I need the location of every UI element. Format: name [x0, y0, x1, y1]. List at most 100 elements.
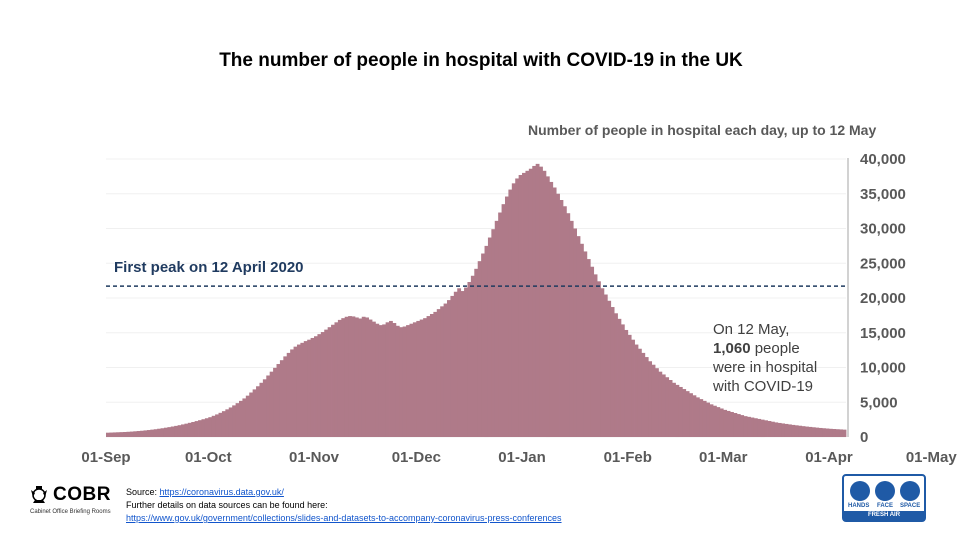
chart-subtitle: Number of people in hospital each day, u… — [528, 122, 877, 138]
data-bar — [569, 220, 574, 437]
data-bar — [198, 420, 202, 437]
data-bar — [423, 318, 427, 437]
data-bar — [453, 291, 458, 437]
data-bar — [365, 317, 369, 437]
data-bar — [201, 419, 206, 437]
data-bar — [146, 430, 151, 437]
data-bar — [818, 427, 823, 437]
data-bar — [136, 431, 141, 437]
data-bar — [798, 425, 803, 437]
data-bar — [307, 339, 312, 437]
data-bar — [641, 352, 646, 437]
data-bar — [334, 322, 339, 437]
data-bar — [559, 200, 564, 437]
data-bar — [743, 416, 748, 437]
data-bar — [484, 245, 489, 438]
data-bar — [801, 426, 806, 437]
data-bar — [692, 395, 697, 437]
data-bar — [770, 421, 775, 437]
source-link[interactable]: https://coronavirus.data.gov.uk/ — [159, 487, 284, 497]
chart-title: The number of people in hospital with CO… — [219, 50, 743, 71]
data-bar — [341, 318, 346, 437]
y-tick-label: 30,000 — [860, 221, 906, 238]
data-bar — [126, 431, 131, 437]
data-bar — [276, 364, 281, 437]
data-bar — [494, 220, 499, 437]
further-details-link[interactable]: https://www.gov.uk/government/collection… — [126, 513, 562, 523]
data-bar — [685, 391, 690, 437]
annotation-value: 1,060 — [713, 340, 751, 357]
data-bar — [249, 392, 254, 437]
data-bar — [777, 422, 782, 437]
data-bar — [290, 349, 294, 437]
data-bar — [764, 420, 768, 437]
data-bar — [351, 316, 356, 437]
data-bar — [440, 306, 444, 437]
data-bar — [675, 384, 680, 438]
data-bar — [232, 405, 236, 437]
data-bar — [750, 417, 755, 437]
data-bar — [634, 344, 639, 437]
data-bar — [651, 364, 656, 437]
data-bar — [293, 346, 298, 437]
data-bar — [603, 294, 608, 437]
data-bar — [184, 423, 189, 437]
further-details: Further details on data sources can be f… — [126, 500, 328, 510]
data-bar — [487, 237, 492, 437]
data-bar — [835, 429, 840, 437]
data-bar — [331, 324, 335, 437]
data-bar — [794, 425, 799, 437]
x-tick-label: 01-Sep — [81, 449, 130, 466]
data-bar — [518, 174, 523, 438]
data-bar — [443, 303, 448, 437]
y-tick-label: 35,000 — [860, 186, 906, 203]
data-bar — [300, 342, 305, 437]
data-bar — [597, 281, 601, 437]
data-bar — [310, 337, 315, 437]
data-bar — [470, 275, 475, 437]
y-tick-label: 10,000 — [860, 360, 906, 377]
data-bar — [528, 168, 533, 438]
data-bar — [259, 382, 264, 437]
x-tick-label: 01-Dec — [392, 449, 441, 466]
data-bar — [385, 322, 390, 437]
data-bar — [760, 419, 765, 438]
data-bar — [781, 423, 786, 437]
data-bar — [252, 389, 257, 437]
data-bar — [177, 425, 182, 437]
data-bar — [375, 323, 380, 437]
data-bar — [580, 243, 584, 437]
data-bar — [545, 176, 550, 438]
data-bar — [419, 319, 424, 437]
data-bar — [204, 418, 209, 437]
hands-face-space-badge: HANDS FACE SPACE FRESH AIR — [842, 474, 926, 522]
data-bar — [815, 427, 820, 437]
data-bar — [225, 409, 230, 437]
hospital-area-chart: First peak on 12 April 2020 0 5,000 10,000… — [81, 151, 957, 466]
data-bar — [317, 334, 322, 437]
data-bar — [286, 352, 291, 437]
data-bar — [767, 421, 772, 437]
data-bar — [409, 323, 414, 437]
data-bar — [607, 300, 612, 437]
data-bar — [590, 266, 595, 437]
data-bar — [723, 409, 728, 437]
x-tick-label: 01-Jan — [498, 449, 546, 466]
data-bar — [208, 417, 213, 437]
data-bar — [730, 411, 734, 437]
data-bar — [842, 429, 847, 437]
source-label: Source: — [126, 487, 160, 497]
data-bar — [549, 181, 554, 437]
x-axis-ticks: 01-Sep 01-Oct 01-Nov 01-Dec 01-Jan 01-Feb 01-M… — [81, 449, 957, 466]
data-bar — [576, 236, 581, 437]
data-bar — [361, 316, 366, 437]
data-bar — [491, 229, 496, 437]
data-bar — [256, 386, 260, 437]
data-bar — [344, 316, 349, 437]
data-bar — [194, 421, 199, 437]
data-bar — [279, 360, 284, 437]
annotation-line-2-rest: people — [750, 340, 800, 357]
first-peak-label: First peak on 12 April 2020 — [114, 259, 304, 276]
y-tick-label: 15,000 — [860, 325, 906, 342]
data-bar — [187, 422, 192, 437]
